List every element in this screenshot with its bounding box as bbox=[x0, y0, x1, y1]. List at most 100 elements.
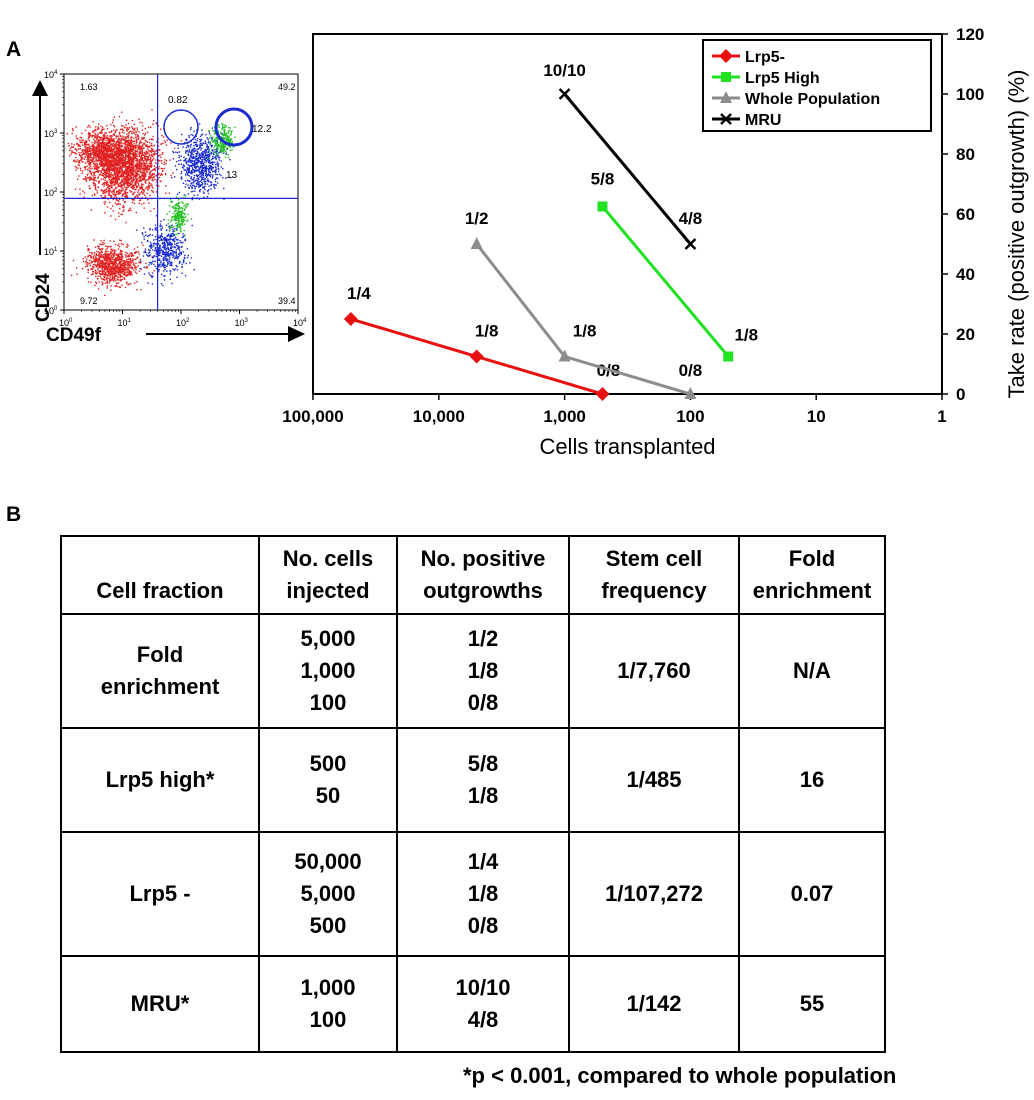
table-cell-outgrowths: 10/10 4/8 bbox=[396, 955, 570, 1053]
flow-cytometry-plot: 1.63 49.29.72 39.40.8212.21310010010110110… bbox=[32, 70, 307, 346]
flow-x-tick-exp: 3 bbox=[245, 318, 249, 324]
table-cell-line: 55 bbox=[799, 991, 825, 1016]
data-label: 0/8 bbox=[679, 361, 703, 380]
table-cell-frequency: 1/142 bbox=[568, 955, 740, 1053]
triangle-marker bbox=[684, 387, 697, 399]
flow-y-tick-label: 102 bbox=[44, 188, 58, 198]
table-cell-line: 1/8 bbox=[467, 783, 499, 808]
x-marker-stroke bbox=[684, 238, 697, 250]
red-population-core bbox=[66, 121, 135, 181]
table-header-line: frequency bbox=[601, 578, 707, 603]
data-label: 1/8 bbox=[573, 322, 597, 341]
diamond-marker bbox=[595, 387, 610, 401]
table-header-line: outgrowths bbox=[423, 578, 543, 603]
table-cell-line: 1/4 bbox=[467, 849, 499, 874]
table-cell-frequency: 1/107,272 bbox=[568, 831, 740, 957]
table-header-line: Fold bbox=[788, 546, 836, 571]
flow-x-tick-exp: 0 bbox=[69, 318, 73, 324]
red-population-top bbox=[74, 109, 183, 224]
table-cell-fraction: MRU* bbox=[60, 955, 260, 1053]
y-tick-label: 120 bbox=[956, 25, 984, 44]
diamond-marker bbox=[469, 349, 484, 364]
flow-dots bbox=[66, 109, 236, 297]
table-cell-line: 1/7,760 bbox=[617, 658, 691, 683]
table-cell-line: Lrp5 - bbox=[129, 881, 191, 906]
table-cell-outgrowths: 1/4 1/8 0/8 bbox=[396, 831, 570, 957]
table-header-cell: Cell fraction bbox=[60, 535, 260, 615]
data-label: 4/8 bbox=[679, 209, 703, 228]
series-line bbox=[601, 205, 730, 358]
flow-y-axis-label: CD24 bbox=[33, 273, 54, 322]
stem-cell-table: Cell fraction No. cells injected No. positi… bbox=[60, 535, 886, 1053]
table-cell-cells: 1,000 100 bbox=[258, 955, 398, 1053]
series-line bbox=[563, 93, 692, 245]
take-rate-chart: 100,000 10,000 1,000 100 10 10 20 40 60 80 100 120 C… bbox=[282, 25, 1029, 459]
table-cell-cells: 500 50 bbox=[258, 727, 398, 833]
flow-x-tick-label: 103 bbox=[235, 318, 249, 328]
table-cell-line: 0/8 bbox=[467, 690, 499, 715]
table-cell-line: 100 bbox=[309, 690, 347, 715]
table-cell-line: 10/10 bbox=[455, 975, 511, 1000]
y-tick-label: 40 bbox=[956, 265, 975, 284]
gate-value-middle: 13 bbox=[226, 170, 238, 181]
table-row: Lrp5 high* 500 50 5/8 1/8 1/485 16 bbox=[60, 727, 886, 833]
data-label: 5/8 bbox=[591, 170, 615, 189]
flow-y-tick-label: 101 bbox=[44, 247, 58, 257]
triangle-marker bbox=[558, 349, 571, 362]
table-cell-line: 50,000 bbox=[294, 849, 362, 874]
gate-value-small: 0.82 bbox=[168, 95, 188, 106]
table-cell-line: N/A bbox=[793, 658, 831, 683]
table-cell-line: 50 bbox=[315, 783, 341, 808]
table-row: Fold enrichment 5,000 1,000 100 1/2 1/8 0/8 1/7,… bbox=[60, 613, 886, 729]
table-cell-line: MRU* bbox=[130, 991, 190, 1016]
x-tick-label: 1 bbox=[937, 407, 946, 426]
table-cell-line: 5,000 bbox=[300, 881, 356, 906]
table-cell-enrichment: 0.07 bbox=[738, 831, 886, 957]
quadrant-value-bottom-left: 9.72 bbox=[80, 296, 98, 306]
table-cell-line: 500 bbox=[309, 751, 347, 776]
table-row: Lrp5 - 50,000 5,000 500 1/4 1/8 0/8 1/107,272 0.… bbox=[60, 831, 886, 957]
flow-x-tick-label: 100 bbox=[59, 318, 73, 328]
table-cell-line: 4/8 bbox=[467, 1007, 499, 1032]
red-population-bottom bbox=[70, 239, 156, 297]
flow-x-tick-label: 104 bbox=[293, 318, 307, 328]
table-cell-fraction: Fold enrichment bbox=[60, 613, 260, 729]
x-tick-label: 10 bbox=[807, 407, 826, 426]
flow-y-tick-exp: 4 bbox=[54, 70, 58, 76]
table-header-line: Stem cell bbox=[605, 546, 703, 571]
gate-circle-large bbox=[214, 107, 254, 147]
legend-label: MRU bbox=[745, 112, 781, 129]
table-header-cell: No. positive outgrowths bbox=[396, 535, 570, 615]
y-tick-label: 60 bbox=[956, 205, 975, 224]
flow-x-tick-exp: 1 bbox=[128, 318, 132, 324]
table-cell-cells: 5,000 1,000 100 bbox=[258, 613, 398, 729]
gate-circle-small bbox=[163, 109, 199, 145]
gate-value-large: 12.2 bbox=[252, 124, 272, 135]
table-row: MRU* 1,000 100 10/10 4/8 1/142 55 bbox=[60, 955, 886, 1053]
table-cell-line: 500 bbox=[309, 913, 347, 938]
table-cell-line: 5/8 bbox=[467, 751, 499, 776]
flow-y-arrow-head bbox=[32, 80, 48, 96]
table-cell-line: 0.07 bbox=[790, 881, 834, 906]
flow-y-tick-exp: 0 bbox=[54, 306, 58, 312]
table-header-line: No. cells bbox=[282, 546, 374, 571]
table-cell-frequency: 1/7,760 bbox=[568, 613, 740, 729]
x-marker-stroke bbox=[720, 113, 732, 125]
table-cell-outgrowths: 1/2 1/8 0/8 bbox=[396, 613, 570, 729]
table-cell-enrichment: 16 bbox=[738, 727, 886, 833]
legend-label: Whole Population bbox=[745, 91, 880, 108]
x-tick-label: 100,000 bbox=[282, 407, 343, 426]
table-cell-line: 100 bbox=[309, 1007, 347, 1032]
table-cell-line: 1/8 bbox=[467, 658, 499, 683]
y-tick-label: 20 bbox=[956, 325, 975, 344]
green-population-lower bbox=[166, 194, 193, 237]
table-header-cell: No. cells injected bbox=[258, 535, 398, 615]
table-cell-line: 5,000 bbox=[300, 626, 356, 651]
flow-x-tick-label: 102 bbox=[176, 318, 190, 328]
quadrant-value-top-left: 1.63 bbox=[80, 82, 98, 92]
table-cell-line: 1/2 bbox=[467, 626, 499, 651]
diamond-marker bbox=[343, 312, 358, 326]
series-lrp5-high: 5/8 1/8 bbox=[591, 170, 758, 362]
table-cell-line: 1/8 bbox=[467, 881, 499, 906]
table-header-cell: Stem cell frequency bbox=[568, 535, 740, 615]
